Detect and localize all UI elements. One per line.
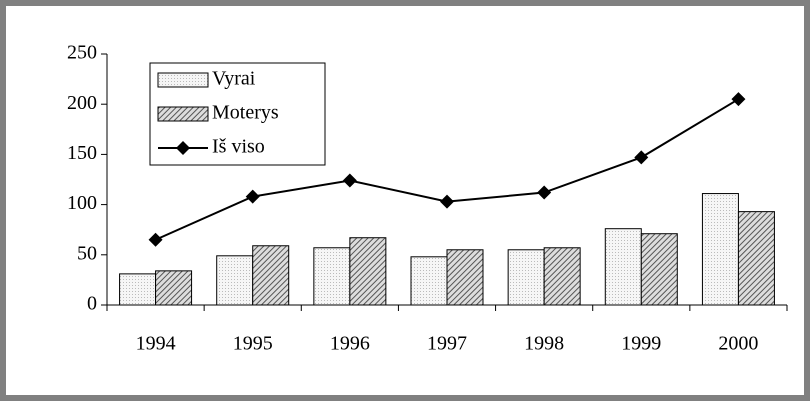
- legend-label: Iš viso: [212, 136, 265, 158]
- marker: [342, 173, 357, 188]
- x-tick-label: 1996: [330, 333, 370, 355]
- y-tick-label: 100: [67, 192, 97, 214]
- x-tick-label: 1997: [427, 333, 467, 355]
- bar: [155, 270, 193, 306]
- y-tick-label: 0: [87, 293, 97, 315]
- legend-label: Moterys: [212, 102, 279, 124]
- bar: [252, 245, 290, 306]
- x-tick-label: 1999: [621, 333, 661, 355]
- marker: [440, 194, 454, 209]
- y-tick-label: 150: [67, 142, 97, 164]
- bar: [216, 255, 254, 306]
- x-tick-label: 1995: [233, 333, 273, 355]
- x-tick-label: 2000: [718, 333, 758, 355]
- legend-swatch: [157, 106, 209, 122]
- x-tick-label: 1998: [524, 333, 564, 355]
- bar: [604, 228, 642, 306]
- y-tick-label: 50: [77, 242, 97, 264]
- bar: [640, 233, 678, 306]
- bar: [507, 249, 545, 306]
- bar: [313, 247, 351, 306]
- marker: [731, 92, 746, 107]
- marker: [148, 232, 163, 247]
- marker: [634, 150, 649, 165]
- legend-label: Vyrai: [212, 68, 256, 90]
- bar: [737, 211, 775, 306]
- y-tick-label: 250: [67, 42, 97, 64]
- y-tick-label: 200: [67, 92, 97, 114]
- bar: [119, 273, 157, 306]
- bar: [543, 247, 581, 306]
- marker: [245, 189, 260, 204]
- bar: [701, 193, 739, 306]
- bar: [349, 237, 387, 306]
- legend-swatch: [157, 72, 209, 88]
- bar: [446, 249, 484, 306]
- bar: [410, 256, 448, 306]
- marker: [537, 185, 552, 200]
- legend-marker: [176, 141, 190, 155]
- x-tick-label: 1994: [136, 333, 176, 355]
